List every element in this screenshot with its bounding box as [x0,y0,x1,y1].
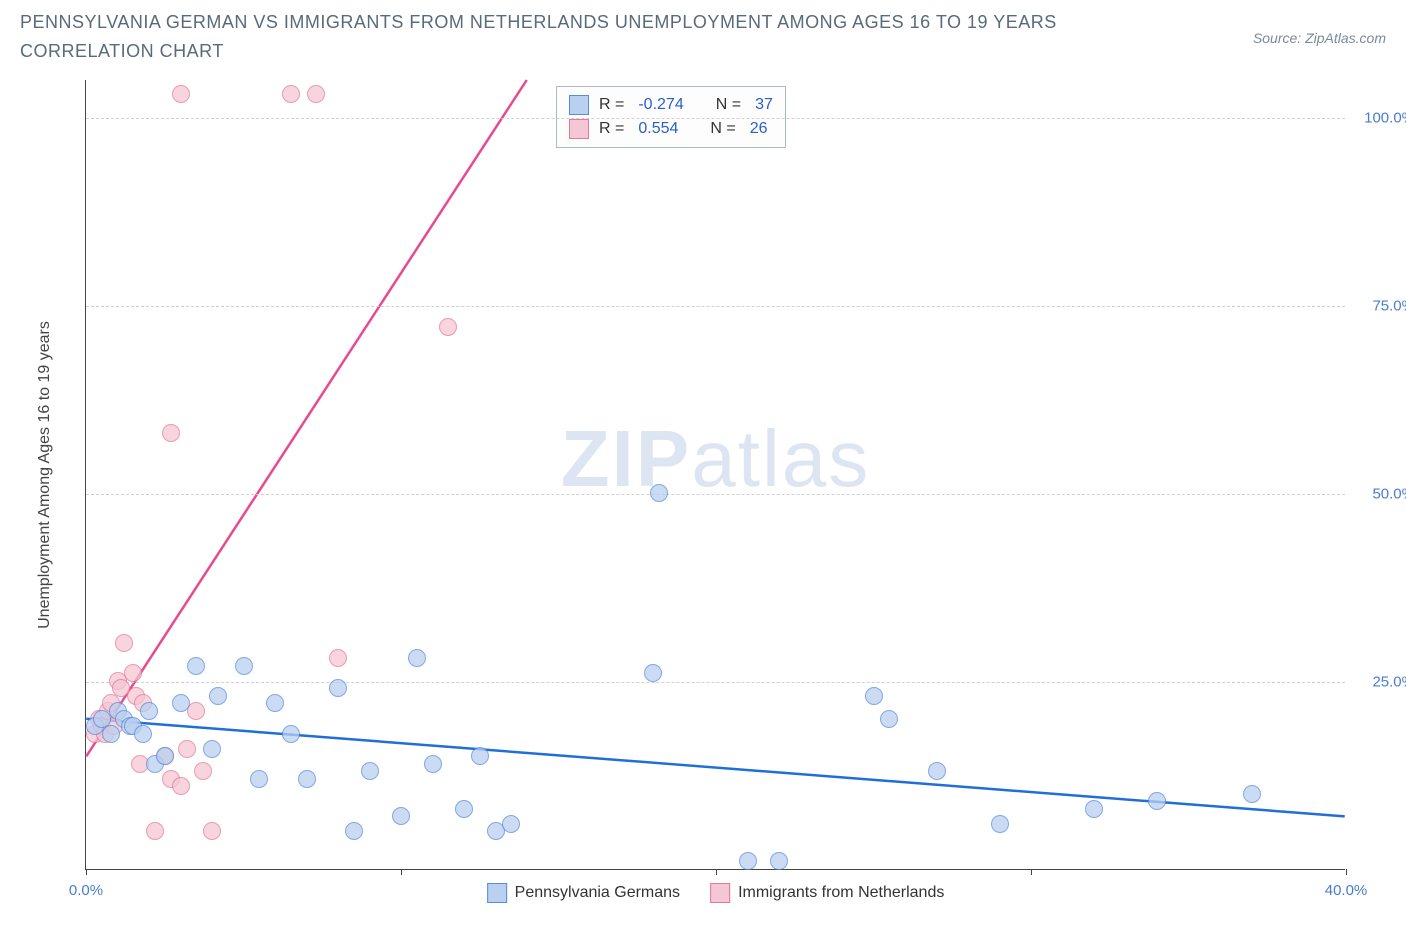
swatch-series-b [569,119,589,139]
n-value-b: 26 [750,117,768,141]
series-a-point [235,657,253,675]
x-tick [716,869,717,875]
series-a-point [502,815,520,833]
stats-row-b: R = 0.554 N = 26 [569,117,773,141]
gridline-h [86,118,1345,119]
series-a-point [298,770,316,788]
chart-title: PENNSYLVANIA GERMAN VS IMMIGRANTS FROM N… [20,8,1120,66]
trend-lines [86,80,1345,869]
series-a-point [880,710,898,728]
swatch-series-b [710,883,730,903]
series-a-point [644,664,662,682]
series-a-point [1243,785,1261,803]
series-a-point [739,852,757,870]
y-tick-label: 50.0% [1372,485,1406,502]
plot-area: ZIPatlas R = -0.274 N = 37 R = 0.554 N =… [85,80,1345,870]
series-b-point [178,740,196,758]
x-tick [1346,869,1347,875]
series-b-name: Immigrants from Netherlands [738,884,944,902]
series-a-point [250,770,268,788]
y-tick-label: 75.0% [1372,297,1406,314]
series-b-point [146,822,164,840]
series-a-point [156,747,174,765]
series-a-point [172,694,190,712]
series-b-point [124,664,142,682]
series-a-point [209,687,227,705]
series-a-point [140,702,158,720]
series-a-point [392,807,410,825]
swatch-series-a [569,95,589,115]
series-a-point [471,747,489,765]
r-label: R = [599,117,624,141]
series-a-point [329,679,347,697]
series-a-point [266,694,284,712]
r-value-b: 0.554 [638,117,678,141]
series-a-point [770,852,788,870]
series-a-point [187,657,205,675]
series-a-point [102,725,120,743]
chart-container: Unemployment Among Ages 16 to 19 years Z… [55,80,1345,870]
y-tick-label: 25.0% [1372,673,1406,690]
series-a-point [203,740,221,758]
legend-item-a: Pennsylvania Germans [487,883,680,903]
series-a-point [345,822,363,840]
series-a-point [1148,792,1166,810]
series-legend: Pennsylvania Germans Immigrants from Net… [487,883,945,903]
legend-item-b: Immigrants from Netherlands [710,883,944,903]
x-tick-label: 0.0% [69,882,103,899]
series-a-point [455,800,473,818]
series-a-point [928,762,946,780]
gridline-h [86,494,1345,495]
series-b-point [115,634,133,652]
x-tick [86,869,87,875]
gridline-h [86,682,1345,683]
y-axis-label: Unemployment Among Ages 16 to 19 years [36,321,54,629]
series-b-point [162,424,180,442]
series-b-point [172,85,190,103]
r-value-a: -0.274 [638,93,683,117]
series-b-point [307,85,325,103]
series-a-point [361,762,379,780]
series-b-point [172,777,190,795]
series-b-point [439,318,457,336]
series-a-point [650,484,668,502]
r-label: R = [599,93,624,117]
series-b-point [282,85,300,103]
watermark: ZIPatlas [561,413,870,505]
series-a-point [865,687,883,705]
series-a-point [424,755,442,773]
x-tick [401,869,402,875]
series-a-name: Pennsylvania Germans [515,884,680,902]
series-b-point [203,822,221,840]
swatch-series-a [487,883,507,903]
series-a-point [991,815,1009,833]
y-tick-label: 100.0% [1364,109,1406,126]
series-b-point [187,702,205,720]
n-label: N = [716,93,741,117]
series-b-point [329,649,347,667]
stats-row-a: R = -0.274 N = 37 [569,93,773,117]
n-value-a: 37 [755,93,773,117]
series-b-point [194,762,212,780]
x-tick-label: 40.0% [1325,882,1368,899]
gridline-h [86,306,1345,307]
n-label: N = [710,117,735,141]
series-a-point [134,725,152,743]
source-label: Source: ZipAtlas.com [1253,30,1386,46]
series-a-point [282,725,300,743]
series-a-point [1085,800,1103,818]
x-tick [1031,869,1032,875]
series-a-point [408,649,426,667]
